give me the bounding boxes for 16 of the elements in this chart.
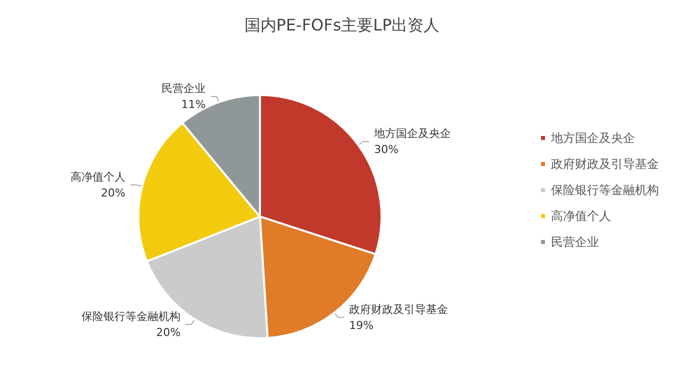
data-label: 30% (374, 143, 399, 156)
data-label: 20% (100, 186, 126, 200)
legend-label: 保险银行等金融机构 (551, 183, 659, 197)
data-label: 19% (349, 318, 374, 332)
legend-label: 地方国企及央企 (550, 131, 635, 145)
slice-label: 民营企业 (162, 82, 206, 96)
chart-title: 国内PE-FOFs主要LP出资人 (244, 16, 440, 34)
data-label: 11% (181, 98, 206, 112)
slice-label: 高净值个人 (70, 170, 126, 184)
slice-label: 地方国企及央企 (373, 127, 452, 140)
legend-label: 政府财政及引导基金 (551, 157, 659, 171)
data-label: 20% (156, 326, 181, 339)
legend-label: 民营企业 (551, 235, 599, 249)
legend-label: 高净值个人 (551, 209, 611, 223)
slice-label: 政府财政及引导基金 (349, 302, 448, 316)
slice-label: 保险银行等金融机构 (82, 310, 181, 323)
